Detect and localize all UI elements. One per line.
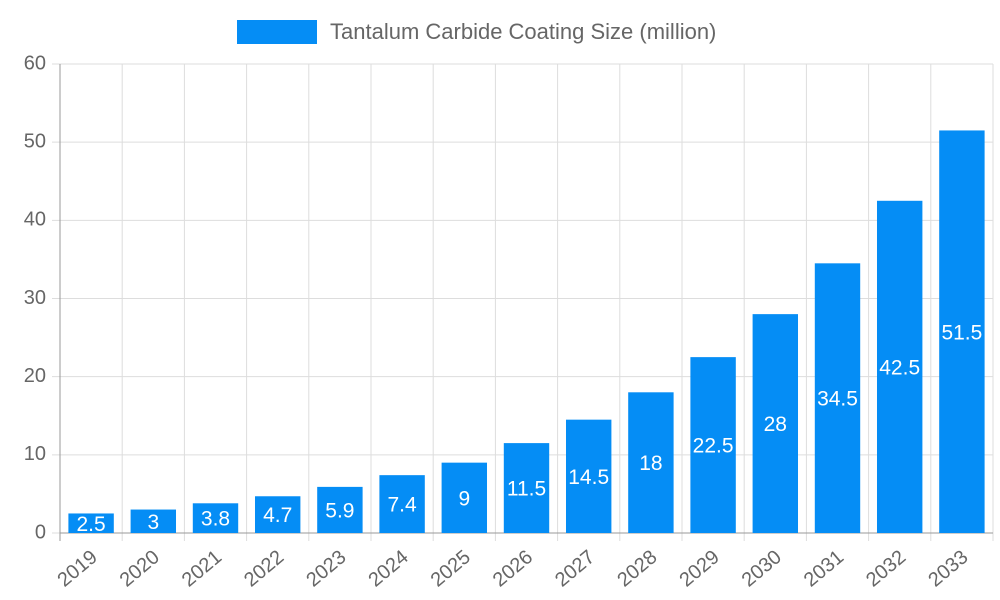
x-tick-label: 2022 <box>240 546 288 591</box>
value-label: 3.8 <box>201 508 230 531</box>
value-label: 28 <box>764 413 787 436</box>
value-label: 7.4 <box>387 494 417 517</box>
bar <box>68 513 114 533</box>
bar <box>192 503 239 533</box>
bar <box>254 496 301 533</box>
bar <box>565 419 612 533</box>
value-label: 51.5 <box>941 321 982 344</box>
x-tick-label: 2030 <box>738 546 786 591</box>
x-tick-label: 2025 <box>427 546 475 591</box>
value-label: 11.5 <box>507 478 546 501</box>
x-tick-label: 2031 <box>800 546 848 591</box>
value-label: 9 <box>458 487 470 510</box>
x-tick-label: 2029 <box>675 546 723 591</box>
value-label: 4.7 <box>263 504 292 527</box>
bar <box>130 509 177 533</box>
y-tick-label: 30 <box>24 287 46 309</box>
x-tick-label: 2026 <box>489 546 537 591</box>
y-tick-label: 60 <box>24 52 46 74</box>
x-tick-label: 2033 <box>924 546 972 591</box>
value-label: 42.5 <box>879 356 920 379</box>
value-label: 34.5 <box>817 388 858 411</box>
value-label: 18 <box>639 452 662 475</box>
bar <box>939 130 985 534</box>
value-label: 14.5 <box>568 466 609 489</box>
bar <box>814 263 861 533</box>
x-tick-label: 2024 <box>364 546 412 591</box>
bar <box>876 200 923 533</box>
value-label: 3 <box>147 511 159 534</box>
x-tick-label: 2028 <box>613 546 661 591</box>
bar <box>503 443 550 533</box>
x-tick-label: 2020 <box>116 546 164 591</box>
value-label: 5.9 <box>325 499 354 522</box>
x-tick-label: 2027 <box>551 546 599 591</box>
bar <box>690 357 736 533</box>
bar <box>628 392 674 533</box>
y-tick-label: 50 <box>24 130 46 152</box>
bar <box>752 314 799 533</box>
y-tick-label: 40 <box>24 209 46 231</box>
value-label: 22.5 <box>693 435 734 458</box>
x-tick-label: 2032 <box>862 546 910 591</box>
x-tick-label: 2023 <box>302 546 350 591</box>
bar <box>379 475 425 533</box>
legend-label: Tantalum Carbide Coating Size (million) <box>330 19 716 44</box>
bar <box>441 462 488 533</box>
x-tick-label: 2021 <box>178 546 226 591</box>
y-tick-label: 0 <box>35 521 46 543</box>
value-label: 2.5 <box>76 513 105 536</box>
legend-swatch <box>237 20 317 44</box>
bar <box>317 486 363 533</box>
y-tick-label: 10 <box>24 443 46 465</box>
y-tick-label: 20 <box>24 365 46 387</box>
x-tick-label: 2019 <box>53 546 101 591</box>
